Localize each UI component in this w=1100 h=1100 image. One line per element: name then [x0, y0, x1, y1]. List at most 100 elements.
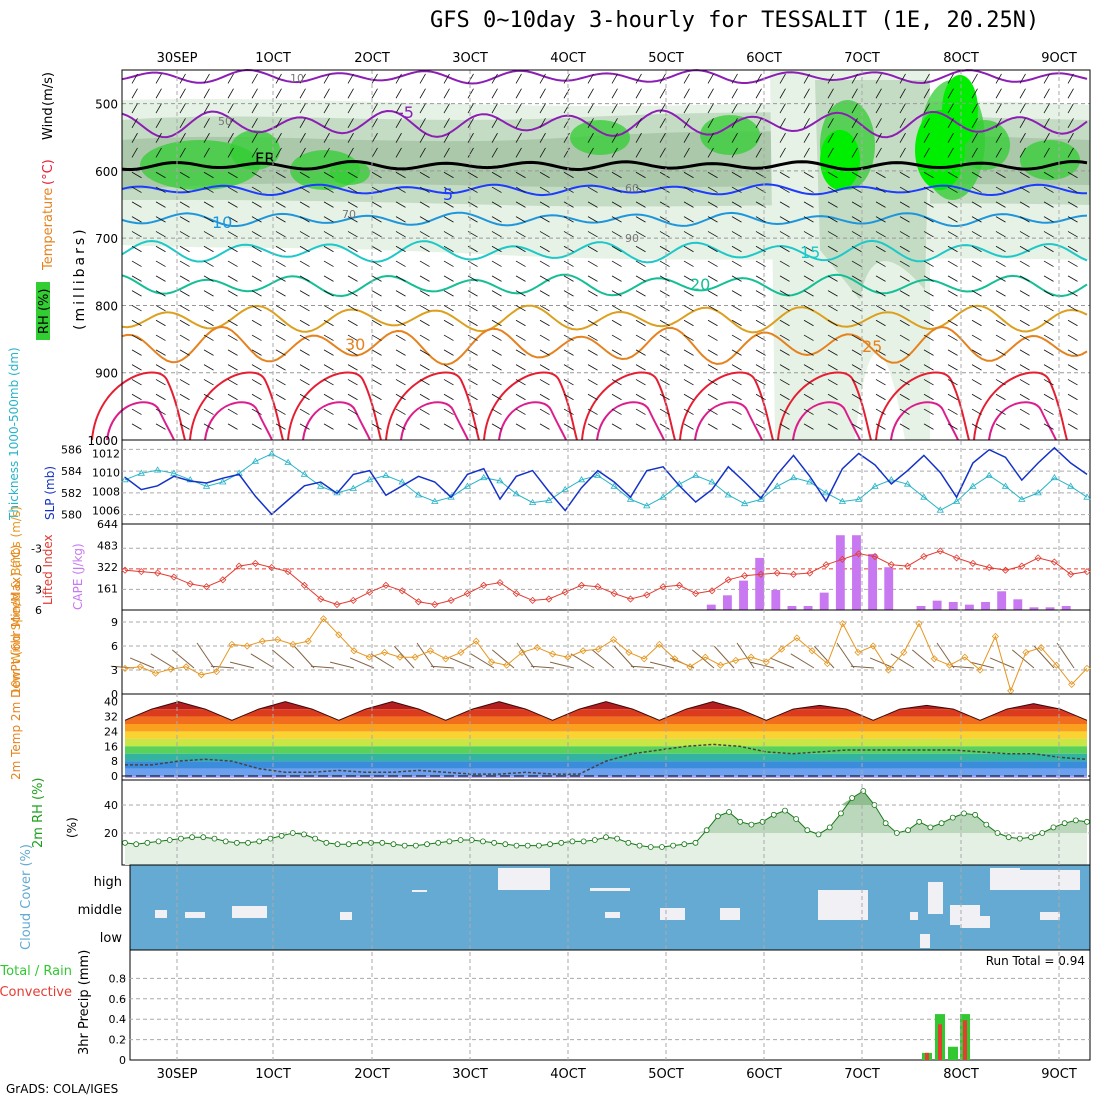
wind-barb — [1043, 290, 1054, 297]
temp-line — [124, 701, 1088, 721]
wind-barb-10m — [310, 665, 335, 669]
wind-barb — [467, 186, 478, 193]
wind-barb — [1043, 245, 1054, 253]
wind-barb — [587, 132, 594, 143]
thickness-point — [594, 471, 602, 478]
wind-barb — [1067, 275, 1078, 282]
wind-barb — [1019, 319, 1030, 327]
cloud-level-middle: middle — [78, 903, 122, 918]
wind-barb — [371, 290, 382, 297]
wind-barb — [683, 349, 694, 356]
wind-barb — [131, 393, 142, 401]
wind-barb — [443, 305, 454, 312]
wind-barb — [659, 393, 670, 401]
cloud-block — [928, 882, 943, 914]
wind-barb — [539, 171, 550, 179]
temperature-label: 5 — [443, 185, 453, 204]
wind-barb — [923, 260, 934, 267]
wind-barb-10m — [570, 653, 595, 669]
wind-barb — [347, 88, 354, 99]
li-point — [594, 583, 602, 591]
wind-barb — [395, 186, 406, 193]
thickness-tick-label: 584 — [61, 465, 82, 478]
wind-barb — [707, 334, 718, 341]
wind-speed-point — [396, 653, 404, 661]
rh-tick-label: 40 — [104, 799, 118, 812]
wind-barb — [395, 245, 406, 253]
wind-barb — [443, 118, 450, 129]
wind-barb — [875, 260, 886, 267]
cape-bar — [997, 591, 1007, 610]
wind-barb — [635, 231, 646, 238]
wind-speed-point — [365, 653, 373, 661]
wind-barb — [587, 379, 598, 386]
wind-barb — [611, 231, 622, 238]
wind-barb — [515, 88, 522, 99]
wind-barb — [443, 132, 450, 143]
wind-barb — [899, 364, 910, 371]
wind-barb — [275, 103, 282, 114]
wind-barb — [611, 260, 622, 267]
wind-barb — [155, 88, 162, 99]
wind-barb — [227, 73, 234, 84]
pressure-axis-label: (millibars) — [72, 226, 88, 330]
wind-speed-point — [457, 648, 465, 656]
wind-speed-point — [854, 648, 862, 656]
date-label-bottom: 8OCT — [943, 1067, 979, 1082]
wind-barb — [995, 334, 1006, 341]
wind-speed-point — [487, 658, 496, 666]
wind-barb — [947, 319, 958, 327]
rh-point — [591, 837, 598, 843]
wind-barb — [395, 393, 406, 401]
li-point — [904, 562, 912, 570]
wind-barb — [923, 132, 930, 143]
wind-barb — [947, 147, 954, 158]
wind-barb — [683, 118, 690, 129]
wind-barb — [299, 393, 310, 401]
wind-barb — [1067, 379, 1078, 386]
wind-barb — [443, 290, 454, 297]
wind-speed-point — [335, 631, 343, 639]
wind-barb — [419, 334, 430, 341]
cloud-block — [232, 906, 267, 918]
cloud-block — [605, 912, 620, 918]
wind-barb — [155, 171, 166, 179]
cape-bar — [868, 553, 878, 610]
wind-barb — [851, 186, 862, 193]
cloud-block — [155, 910, 167, 918]
wind-barb — [491, 275, 502, 282]
rh-point — [301, 831, 307, 838]
rh-point — [334, 841, 341, 848]
wind-speed-point — [289, 640, 297, 648]
wind-barb — [731, 201, 742, 208]
wind-barb — [1019, 88, 1026, 99]
rh-point — [625, 839, 632, 846]
wind-barb — [227, 186, 238, 193]
wind-barb — [419, 186, 430, 193]
wind-barb — [731, 334, 742, 341]
wind-barb — [491, 260, 502, 267]
wind-barb — [1067, 290, 1078, 297]
cloud-cover-panel: high middle low Cloud Cover (%) — [19, 844, 1091, 951]
wind-barb — [1043, 73, 1050, 84]
wind-barb — [803, 275, 814, 282]
temperature-contour — [287, 371, 382, 441]
wind-barb — [563, 275, 574, 282]
wind-barb — [1043, 118, 1050, 129]
wind-barb — [179, 88, 186, 99]
thickness-point — [969, 482, 977, 489]
wind-barb — [659, 305, 670, 312]
wind-barb — [539, 393, 550, 401]
wind-barb — [395, 423, 406, 430]
rh-point — [994, 830, 1001, 836]
wind-barb — [731, 349, 742, 356]
temperature-contour — [679, 371, 774, 441]
li-point — [577, 581, 586, 589]
wind-barb — [251, 305, 262, 312]
wind-barb — [203, 147, 210, 158]
wind-barb — [899, 393, 910, 401]
wind-barb — [1019, 423, 1030, 430]
wind-barb — [611, 364, 622, 371]
wind-barb — [371, 147, 378, 158]
temperature-contour — [483, 371, 578, 441]
